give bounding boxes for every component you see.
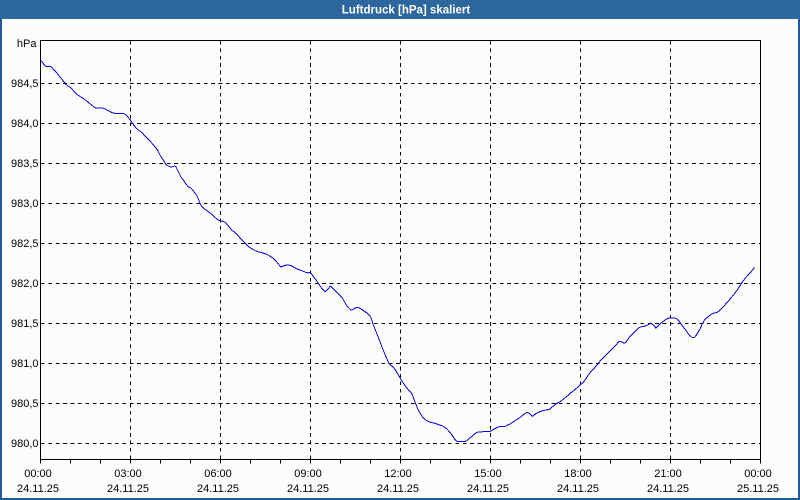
svg-text:24.11.25: 24.11.25 xyxy=(377,483,419,495)
svg-text:984,5: 984,5 xyxy=(11,78,39,90)
svg-text:12:00: 12:00 xyxy=(384,468,412,480)
svg-text:Luftdruck [hPa] skaliert: Luftdruck [hPa] skaliert xyxy=(342,5,471,17)
svg-text:981,0: 981,0 xyxy=(11,358,39,370)
svg-text:03:00: 03:00 xyxy=(114,468,142,480)
svg-text:24.11.25: 24.11.25 xyxy=(197,483,239,495)
svg-text:980,5: 980,5 xyxy=(11,398,39,410)
svg-text:983,0: 983,0 xyxy=(11,198,39,210)
svg-text:981,5: 981,5 xyxy=(11,318,39,330)
svg-text:21:00: 21:00 xyxy=(654,468,682,480)
svg-text:982,5: 982,5 xyxy=(11,238,39,250)
svg-text:984,0: 984,0 xyxy=(11,118,39,130)
svg-text:24.11.25: 24.11.25 xyxy=(467,483,509,495)
svg-text:00:00: 00:00 xyxy=(24,468,52,480)
svg-text:06:00: 06:00 xyxy=(204,468,232,480)
svg-text:980,0: 980,0 xyxy=(11,438,39,450)
svg-text:24.11.25: 24.11.25 xyxy=(107,483,149,495)
svg-text:24.11.25: 24.11.25 xyxy=(557,483,599,495)
svg-text:15:00: 15:00 xyxy=(474,468,502,480)
svg-text:00:00: 00:00 xyxy=(744,468,772,480)
svg-text:24.11.25: 24.11.25 xyxy=(647,483,689,495)
svg-text:25.11.25: 25.11.25 xyxy=(737,483,779,495)
svg-text:18:00: 18:00 xyxy=(564,468,592,480)
svg-text:09:00: 09:00 xyxy=(294,468,322,480)
svg-text:983,5: 983,5 xyxy=(11,158,39,170)
svg-text:24.11.25: 24.11.25 xyxy=(287,483,329,495)
svg-text:hPa: hPa xyxy=(17,38,37,50)
svg-text:24.11.25: 24.11.25 xyxy=(17,483,59,495)
svg-text:982,0: 982,0 xyxy=(11,278,39,290)
